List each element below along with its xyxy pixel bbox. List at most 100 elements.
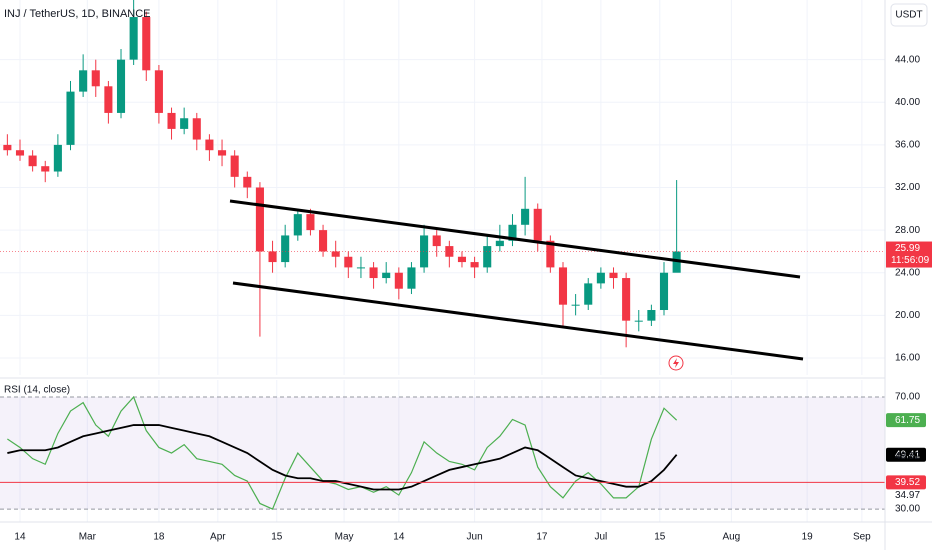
y-tick-label: 30.00 [895,504,920,515]
y-tick-label: 40.00 [895,97,920,108]
candle-body [205,139,214,151]
candle-body [546,240,555,268]
currency-box[interactable] [890,3,928,27]
value-box [886,475,926,490]
x-tick-label: 17 [536,532,548,543]
last-price-label: 25.99 [895,243,920,254]
candle-body [104,86,113,113]
trend-line [229,199,801,279]
candle-body [28,155,37,167]
x-tick-label: 18 [153,532,165,543]
candle-body [420,235,429,268]
x-tick-label: Jun [467,532,483,543]
x-tick-label: Mar [79,532,97,543]
countdown: 11:56:09 [891,255,930,266]
candle-body [66,91,75,145]
candle-body [217,150,227,156]
candle-body [79,70,88,92]
value-box [886,413,926,428]
x-tick-label: Apr [210,532,226,543]
x-tick-label: 14 [393,532,405,543]
rsi-band [0,397,885,510]
candle-body [584,283,593,305]
y-tick-label: 32.00 [895,182,920,193]
value-label: 49.41 [895,449,920,460]
candle-body [483,246,492,268]
candle-body [91,70,100,87]
candle-body [306,214,315,231]
value-label: 34.97 [895,490,920,501]
candle-body [268,251,277,263]
x-tick-label: 15 [654,532,666,543]
candle-body [369,267,378,279]
candle-body [293,214,302,236]
y-tick-label: 24.00 [895,267,920,278]
candle-body [356,267,365,269]
x-tick-label: 15 [271,532,283,543]
last-price-box [886,241,932,268]
candle-body [41,166,50,172]
candle-body [508,224,517,241]
candle-body [230,155,239,177]
candle-body [192,118,201,140]
candle-body [281,235,290,263]
x-tick-label: 14 [14,532,26,543]
y-tick-label: 20.00 [895,310,920,321]
candle-body [344,256,353,268]
rsi-line [7,395,678,510]
candle-body [129,17,138,60]
y-tick-label: 70.00 [895,392,920,403]
y-tick-label: 44.00 [895,54,920,65]
candle-body [319,230,328,252]
candle-body [596,272,605,284]
price-pane [0,0,885,375]
x-tick-label: 19 [802,532,814,543]
value-box [886,447,926,462]
candle-body [609,272,618,279]
candle-body [445,246,454,257]
candle-body [15,150,25,156]
symbol-title: INJ / TetherUS, 1D, BINANCE [4,8,151,20]
value-label: 61.75 [895,415,920,426]
x-tick-label: Sep [853,532,871,543]
candle-body [394,272,403,289]
candle-body [331,251,340,257]
candle-body [154,70,163,113]
candle-body [407,267,416,289]
candle-body [634,320,643,322]
candle-body [571,304,580,306]
candle-body [142,17,151,71]
candle-body [647,310,656,321]
x-tick-label: Aug [722,532,740,543]
candle-body [382,272,391,279]
candle-body [255,187,264,252]
candle-body [533,208,542,241]
y-tick-label: 28.00 [895,225,920,236]
candle-body [3,144,12,151]
candle-body [116,59,126,113]
x-tick-label: May [335,532,354,543]
candle-body [180,118,189,129]
x-tick-label: Jul [594,532,607,543]
candle-body [558,267,568,305]
candle-body [53,144,62,172]
currency: USDT [895,10,922,21]
candle-body [432,235,441,247]
candle-body [672,251,681,273]
candle-body [521,208,530,225]
value-label: 39.52 [895,477,920,488]
alert-icon[interactable] [668,355,684,371]
candle-body [167,112,176,129]
candle-body [495,240,504,247]
candle-body [470,262,479,268]
y-tick-label: 36.00 [895,140,920,151]
candle-body [457,256,467,263]
rsi-title: RSI (14, close) [4,385,70,396]
value-label: 48.82 [895,451,920,462]
rsi-pane [0,380,885,522]
candle-body [659,272,669,311]
candle-body [243,176,252,188]
trend-line [232,281,804,361]
